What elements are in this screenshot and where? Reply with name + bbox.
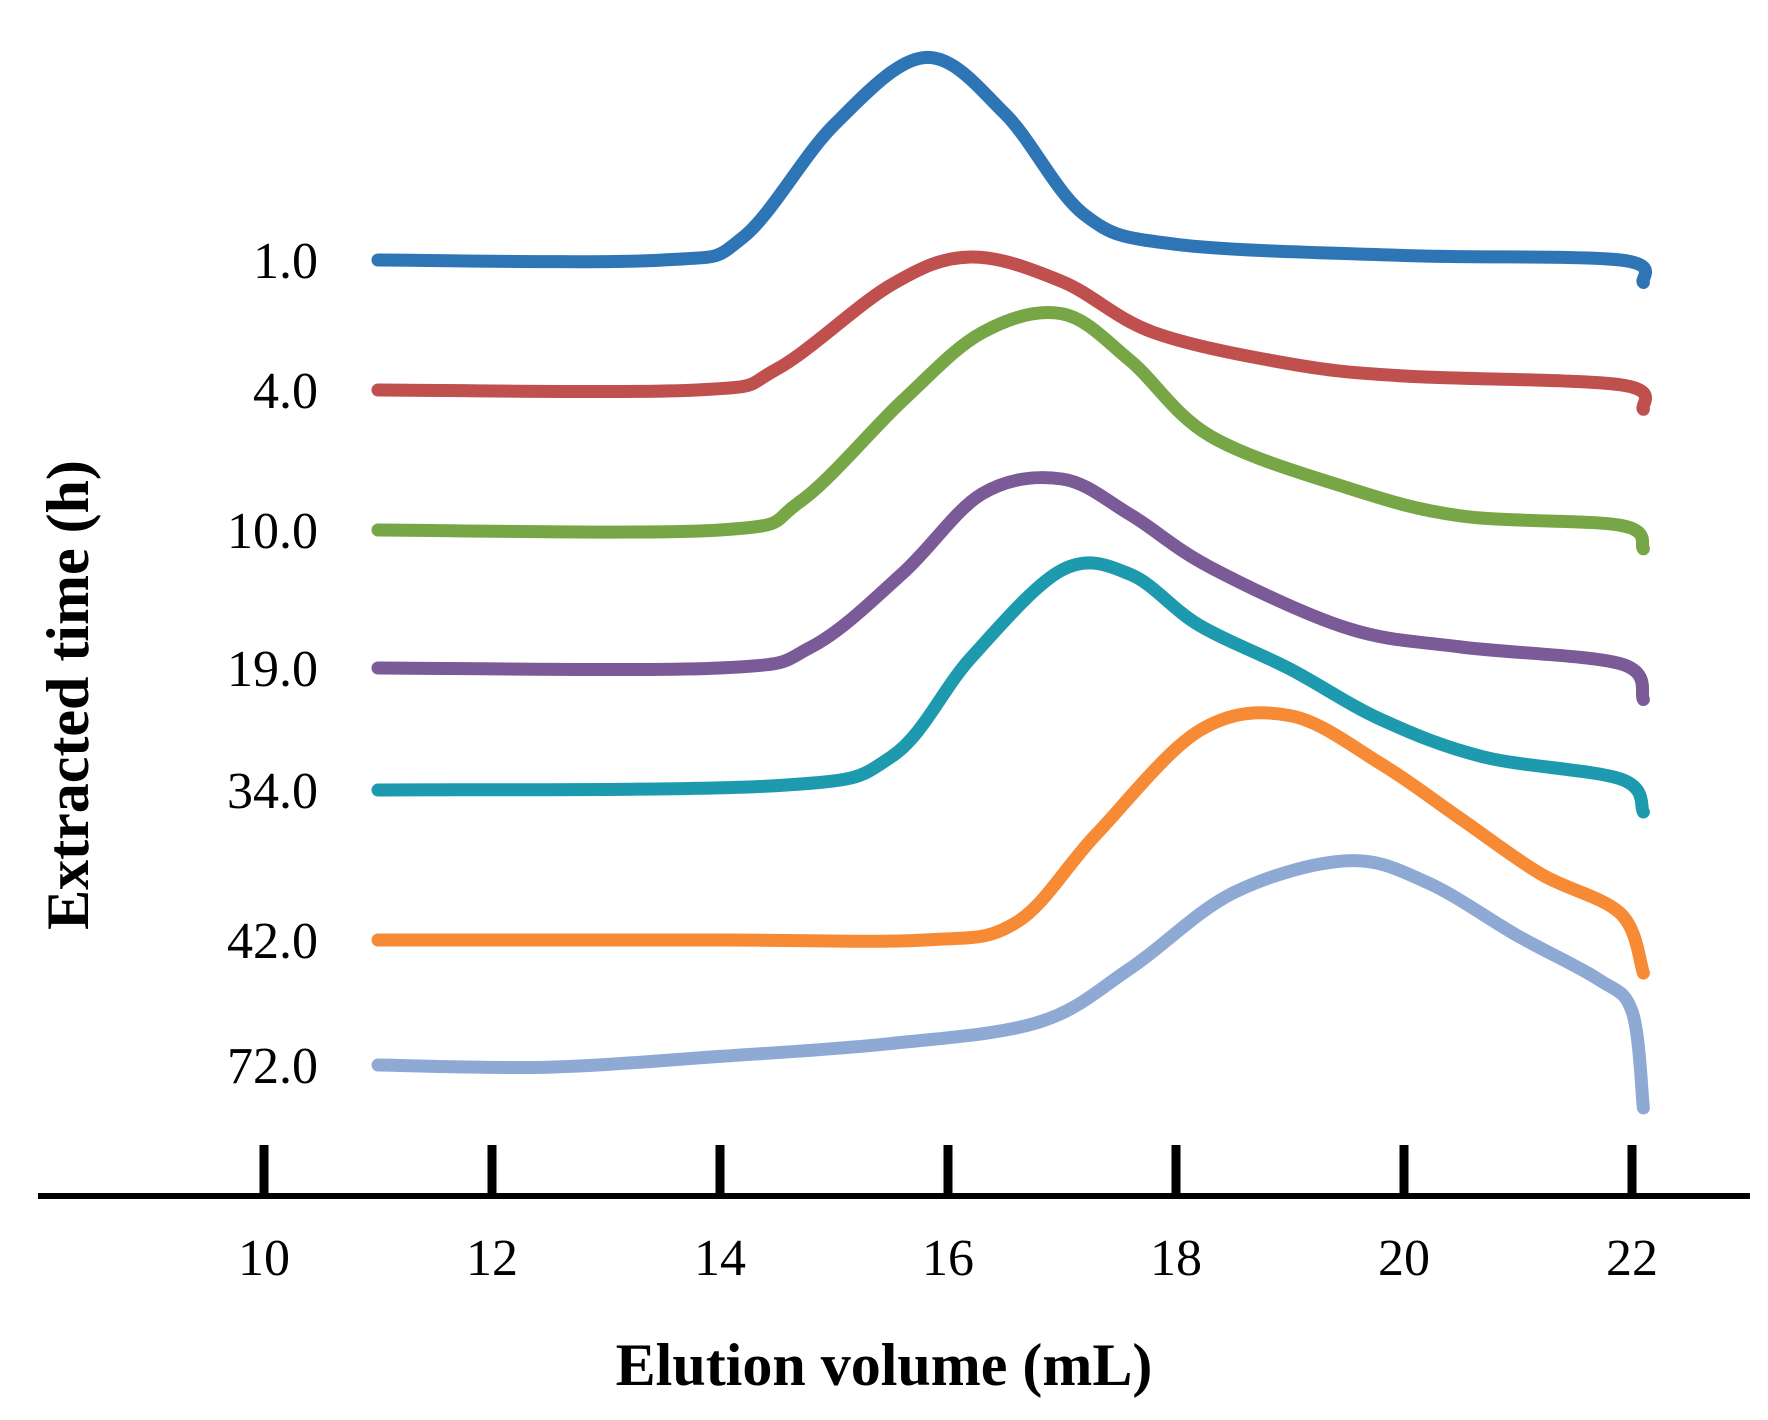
series-label-1.0: 1.0	[253, 233, 318, 290]
series-labels: 1.0 4.0 10.0 19.0 34.0 42.0 72.0	[227, 233, 318, 1095]
series-line-1.0	[371, 50, 1652, 289]
series-line-4.0	[371, 250, 1652, 416]
series-label-19.0: 19.0	[227, 641, 318, 698]
x-axis-ticks	[259, 1145, 1637, 1196]
series-label-72.0: 72.0	[227, 1038, 318, 1095]
series-line-10.0	[371, 306, 1650, 556]
x-axis-tick-labels: 10 12 14 16 18 20 22	[238, 1230, 1658, 1287]
x-axis-title: Elution volume (mL)	[616, 1332, 1153, 1398]
series-line-72.0	[371, 854, 1650, 1115]
y-axis-title: Extracted time (h)	[35, 460, 101, 930]
series-line-34.0	[371, 556, 1650, 819]
series-label-34.0: 34.0	[227, 763, 318, 820]
series-line-42.0	[371, 706, 1650, 980]
x-tick-label-14: 14	[694, 1230, 746, 1287]
x-tick-label-20: 20	[1378, 1230, 1430, 1287]
x-tick-label-16: 16	[922, 1230, 974, 1287]
series-label-42.0: 42.0	[227, 913, 318, 970]
series-line-19.0	[371, 471, 1650, 706]
x-tick-label-10: 10	[238, 1230, 290, 1287]
curves-layer	[371, 50, 1652, 1115]
x-tick-label-18: 18	[1150, 1230, 1202, 1287]
x-tick-label-12: 12	[466, 1230, 518, 1287]
series-label-4.0: 4.0	[253, 363, 318, 420]
x-tick-label-22: 22	[1606, 1230, 1658, 1287]
series-label-10.0: 10.0	[227, 503, 318, 560]
